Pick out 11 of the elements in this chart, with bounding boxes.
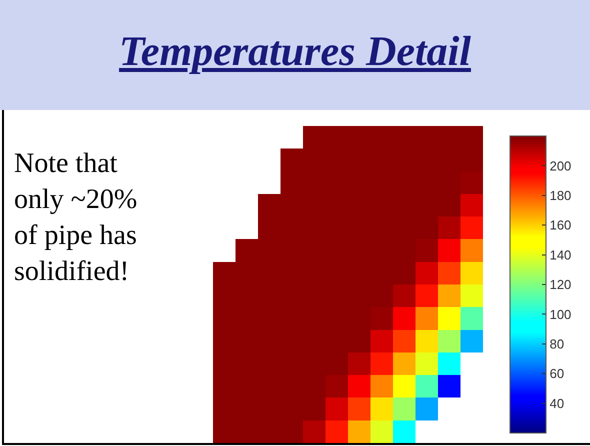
color-bar-label: 160 <box>550 218 572 233</box>
text: Note that only ~20% of pipe has solidified! <box>14 147 138 289</box>
color-bar-label: 120 <box>550 277 572 292</box>
color-bar-label: 100 <box>550 306 572 322</box>
color-bar-label: 60 <box>550 366 564 382</box>
color-bar-label: 200 <box>550 158 572 174</box>
color-bar-label: 180 <box>550 188 572 203</box>
color-bar-label: 140 <box>550 247 572 262</box>
color-bar-label: 40 <box>550 396 564 411</box>
color-bar-label: 80 <box>550 336 564 352</box>
chart-title: Temperatures Detail <box>118 28 472 76</box>
